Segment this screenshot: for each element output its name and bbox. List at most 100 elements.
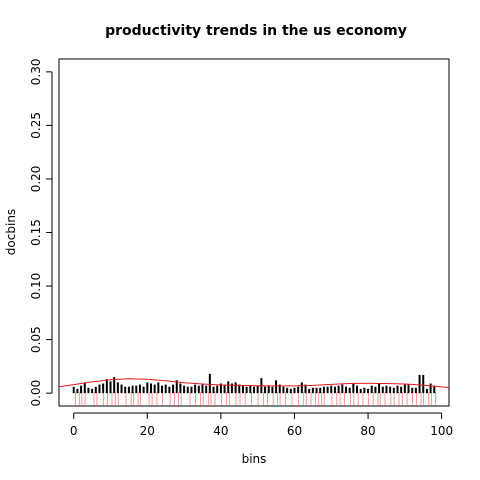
histogram-bar <box>267 385 270 394</box>
x-tick-label: 100 <box>430 424 453 438</box>
histogram-bar <box>94 386 97 394</box>
density-curve <box>58 378 450 389</box>
histogram-bar <box>230 383 233 394</box>
histogram-bar <box>333 386 336 394</box>
histogram-bar <box>422 374 425 394</box>
histogram-bar <box>429 383 432 394</box>
histogram-bar <box>113 377 116 394</box>
histogram-bar <box>400 386 403 394</box>
histogram-bar <box>142 386 145 394</box>
histogram-bar <box>87 387 90 394</box>
histogram-bars <box>72 373 436 394</box>
histogram-bar <box>197 385 200 394</box>
histogram-bar <box>83 382 86 394</box>
histogram-bar <box>98 384 101 394</box>
histogram-bar <box>326 386 329 394</box>
histogram-bar <box>223 384 226 394</box>
histogram-bar <box>190 386 193 394</box>
y-axis-label: docbins <box>4 209 18 255</box>
histogram-bar <box>153 384 156 394</box>
histogram-bar <box>164 384 167 394</box>
histogram-bar <box>418 374 421 394</box>
histogram-bar <box>311 387 314 394</box>
histogram-bar <box>186 386 189 394</box>
histogram-bar <box>348 387 351 394</box>
histogram-bar <box>378 383 381 394</box>
histogram-bar <box>105 379 108 394</box>
histogram-bar <box>289 388 292 394</box>
histogram-bar <box>201 384 204 394</box>
histogram-bar <box>414 387 417 394</box>
histogram-bar <box>124 386 127 394</box>
histogram-bar <box>175 380 178 394</box>
histogram-bar <box>227 381 230 394</box>
histogram-bar <box>411 387 414 394</box>
histogram-bar <box>76 388 79 394</box>
histogram-bar <box>120 384 123 394</box>
histogram-bar <box>367 388 370 394</box>
histogram-bar <box>293 387 296 394</box>
histogram-bar <box>396 385 399 394</box>
histogram-bar <box>341 384 344 394</box>
histogram-bar <box>407 384 410 394</box>
histogram-bar <box>286 387 289 394</box>
histogram-bar <box>149 383 152 394</box>
histogram-bar <box>264 386 267 394</box>
histogram-bar <box>271 386 274 394</box>
histogram-bar <box>304 384 307 394</box>
x-tick-label: 60 <box>287 424 302 438</box>
histogram-bar <box>234 382 237 394</box>
y-tick-label: 0.25 <box>29 112 43 139</box>
histogram-bar <box>356 385 359 394</box>
histogram-bar <box>245 386 248 394</box>
histogram-bar <box>109 381 112 394</box>
rug-marks <box>75 392 436 405</box>
histogram-bar <box>241 385 244 394</box>
histogram-bar <box>297 386 300 394</box>
plot-frame <box>58 58 450 407</box>
histogram-bar <box>300 382 303 394</box>
x-axis-label: bins <box>242 452 267 466</box>
histogram-bar <box>168 386 171 394</box>
y-axis: 0.00 0.05 0.10 0.15 0.20 0.25 0.30 <box>29 58 53 407</box>
x-tick-label: 0 <box>70 424 78 438</box>
y-tick-label: 0.20 <box>29 166 43 193</box>
histogram-bar <box>194 384 197 394</box>
histogram-bar <box>208 373 211 394</box>
histogram-bar <box>381 386 384 394</box>
histogram-bar <box>216 385 219 394</box>
histogram-bar <box>275 380 278 394</box>
histogram-bar <box>219 383 222 394</box>
histogram-bar <box>363 387 366 394</box>
histogram-bar <box>253 386 255 394</box>
histogram-bar <box>135 385 138 394</box>
x-axis: 0 20 40 60 80 100 <box>70 412 453 438</box>
chart-title: productivity trends in the us economy <box>105 23 407 39</box>
histogram-bar <box>161 385 164 394</box>
histogram-bar <box>127 386 130 394</box>
x-tick-label: 80 <box>360 424 375 438</box>
y-tick-label: 0.00 <box>29 380 43 407</box>
histogram-bar <box>80 385 83 394</box>
y-tick-label: 0.05 <box>29 326 43 353</box>
histogram-bar <box>212 386 215 394</box>
histogram-bar <box>256 385 259 394</box>
histogram-bar <box>389 386 392 394</box>
y-tick-label: 0.10 <box>29 273 43 300</box>
histogram-bar <box>425 388 428 394</box>
histogram-bar <box>392 387 395 394</box>
x-tick-label: 20 <box>140 424 155 438</box>
histogram-bar <box>370 385 373 394</box>
histogram-bar <box>330 385 333 394</box>
histogram-bar <box>179 383 182 394</box>
histogram-bar <box>146 382 149 394</box>
histogram-bar <box>157 382 160 394</box>
histogram-bar <box>337 385 340 394</box>
histogram-bar <box>315 387 318 394</box>
histogram-bar <box>72 386 75 394</box>
histogram-bar <box>138 384 141 394</box>
histogram-bar <box>352 383 355 394</box>
density-curve-line <box>58 378 450 389</box>
histogram-bar <box>172 384 175 394</box>
histogram-bar <box>116 382 119 394</box>
